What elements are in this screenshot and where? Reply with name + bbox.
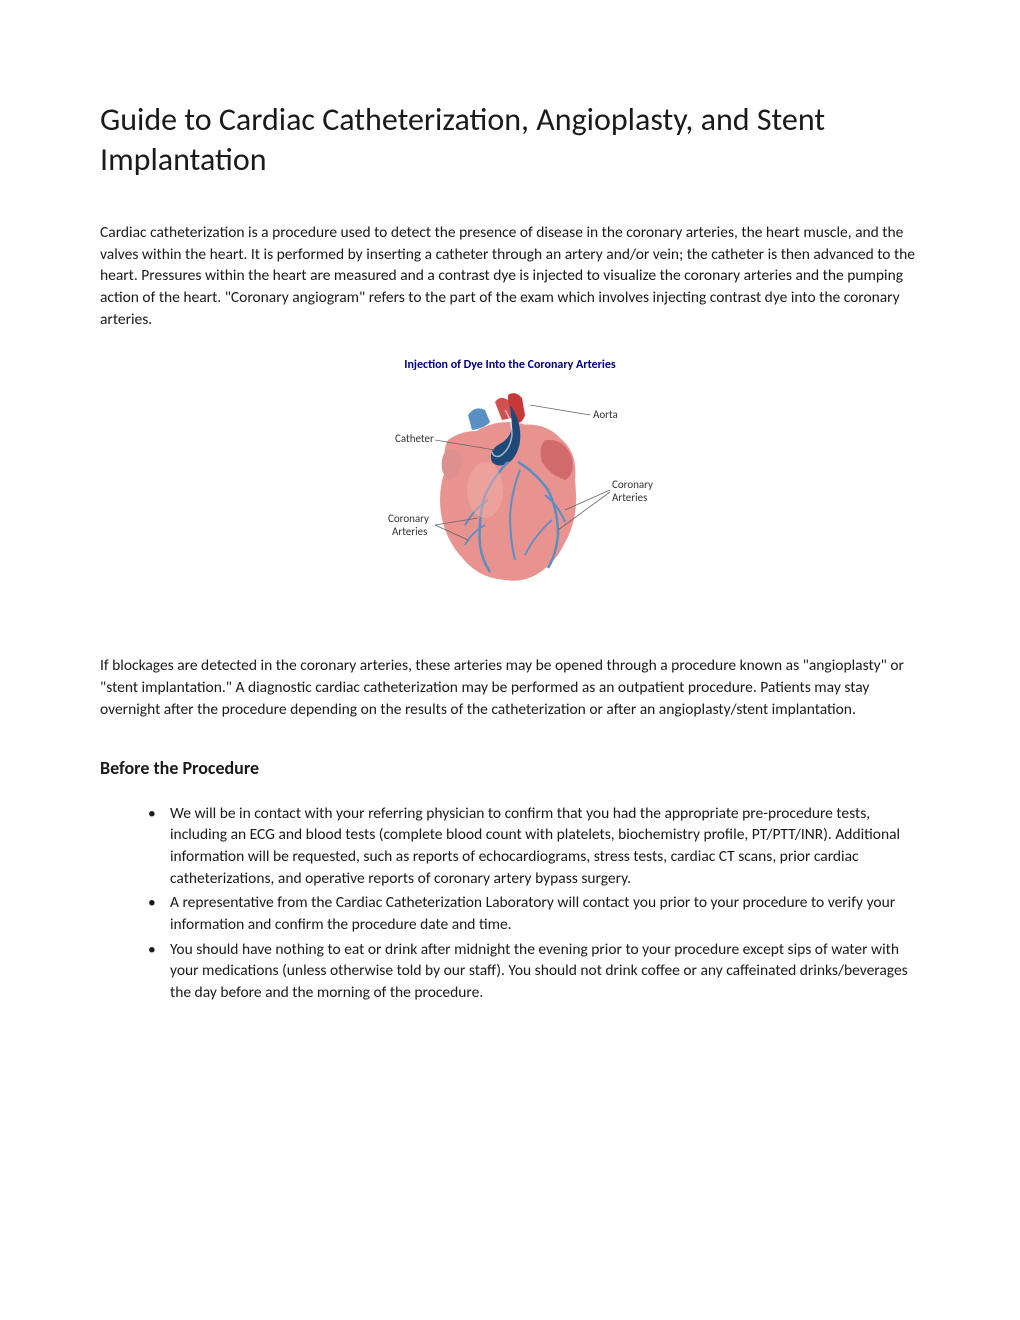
paragraph-2: If blockages are detected in the coronar…	[100, 655, 920, 720]
section-heading-before: Before the Procedure	[100, 757, 920, 779]
intro-paragraph: Cardiac catheterization is a procedure u…	[100, 222, 920, 330]
label-aorta: Aorta	[593, 408, 618, 421]
list-item: A representative from the Cardiac Cathet…	[148, 892, 920, 935]
label-coronary-left-2: Arteries	[392, 525, 427, 538]
label-catheter: Catheter	[395, 432, 434, 445]
label-coronary-left-1: Coronary	[388, 512, 429, 525]
heart-diagram: Injection of Dye Into the Coronary Arter…	[100, 358, 920, 625]
page-title: Guide to Cardiac Catheterization, Angiop…	[100, 100, 920, 180]
heart-illustration: Catheter Aorta Coronary Arteries Coronar…	[340, 380, 680, 620]
list-item: We will be in contact with your referrin…	[148, 803, 920, 890]
label-coronary-right-1: Coronary	[612, 478, 653, 491]
diagram-title: Injection of Dye Into the Coronary Arter…	[100, 358, 920, 372]
list-item: You should have nothing to eat or drink …	[148, 939, 920, 1004]
before-procedure-list: We will be in contact with your referrin…	[100, 803, 920, 1004]
label-coronary-right-2: Arteries	[612, 491, 647, 504]
